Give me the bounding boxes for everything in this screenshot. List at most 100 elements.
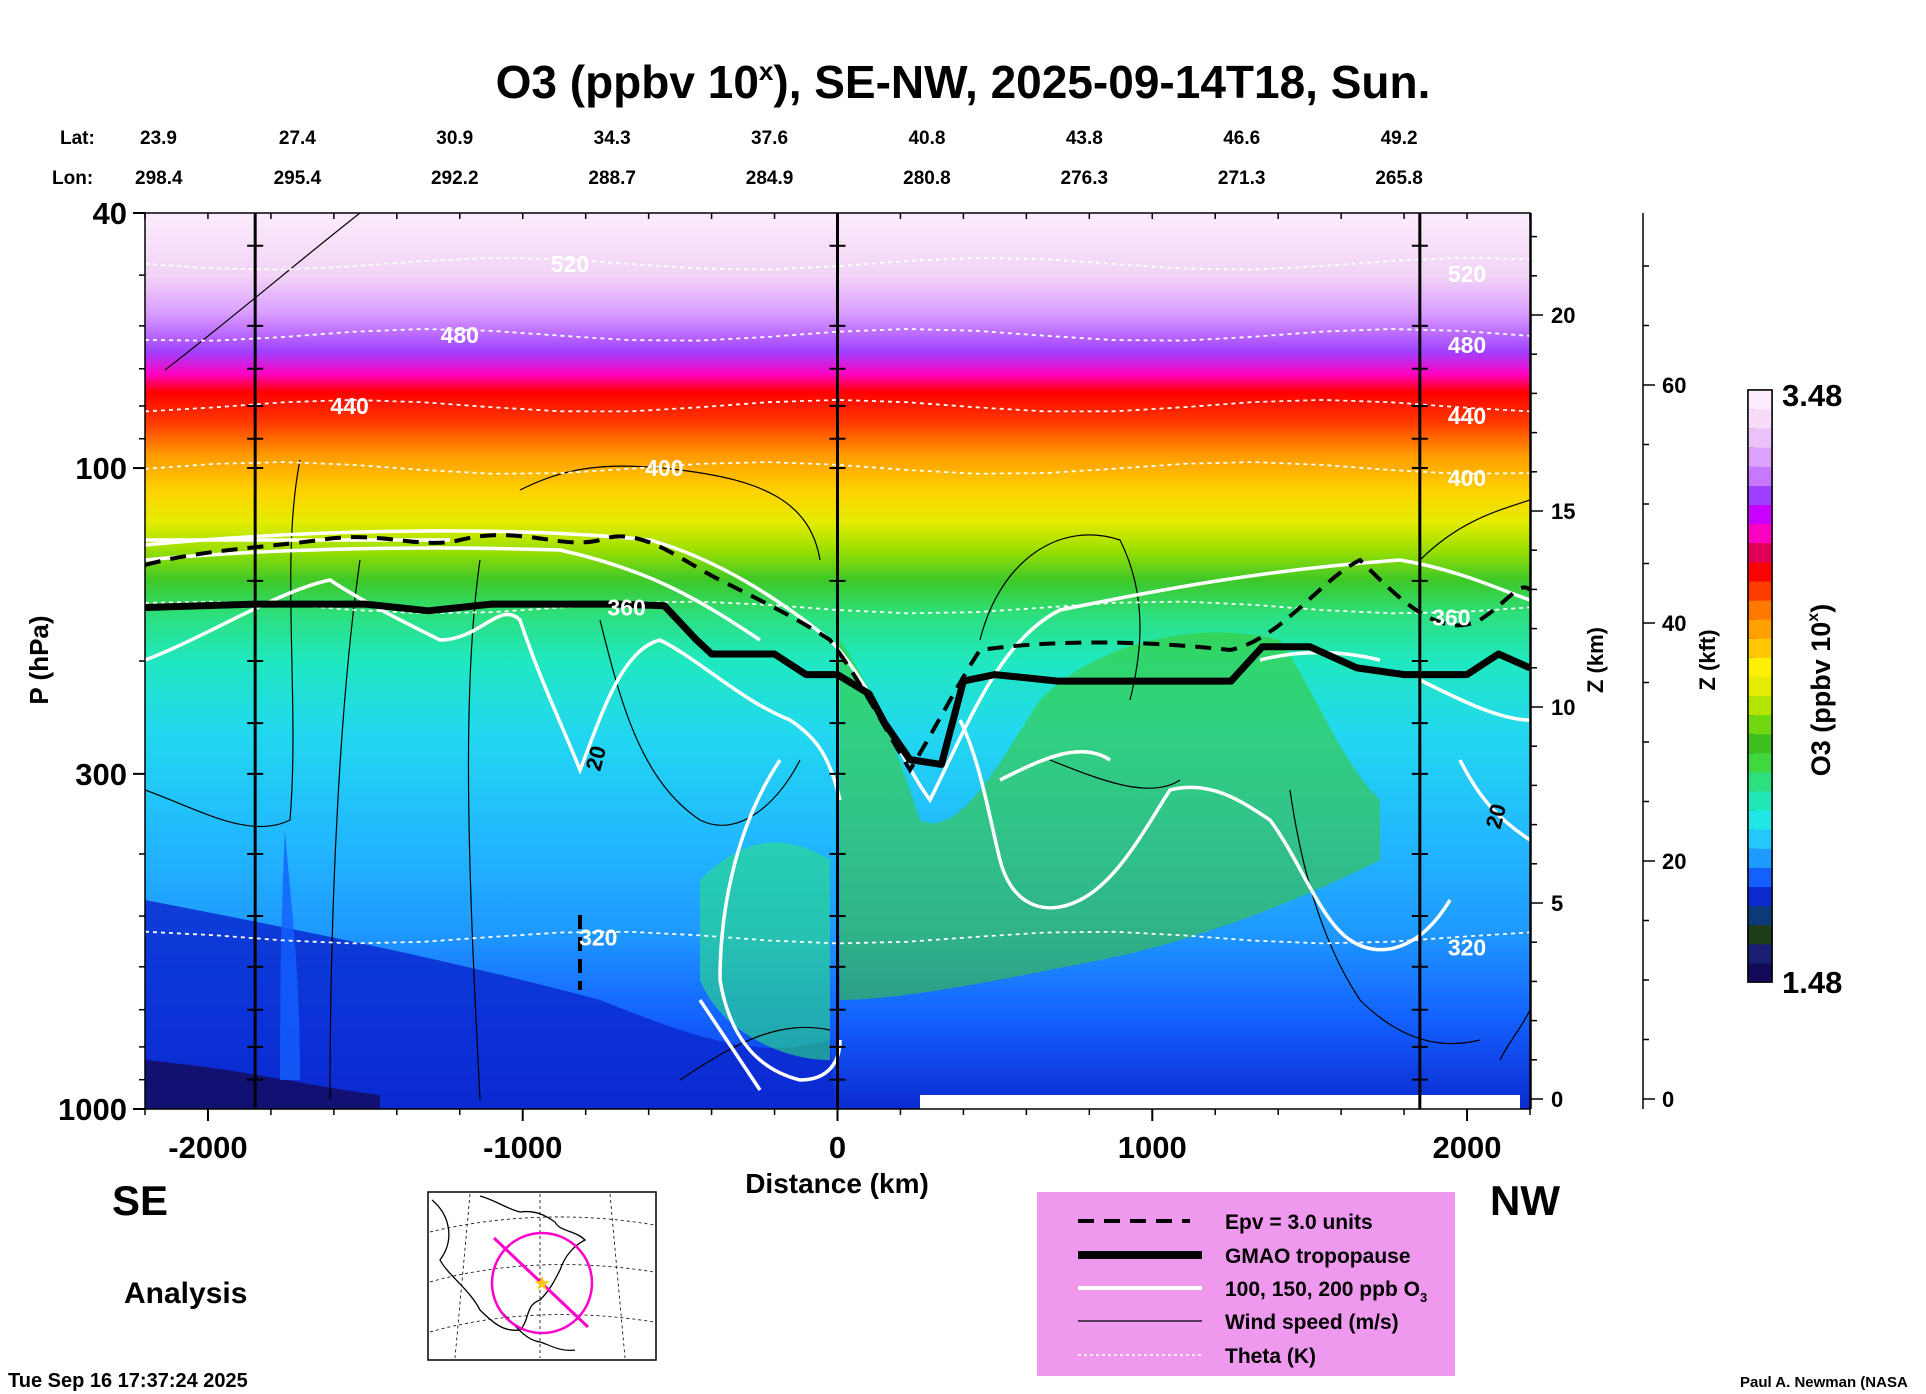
no-data-patch [920, 1095, 1520, 1109]
y-tick-label: 40 [93, 196, 127, 231]
theta-labels: 520 520 480 480 440 440 400 400 360 360 320 320 [330, 251, 1486, 961]
theta-line-320 [145, 930, 1530, 945]
theta-line-440 [145, 398, 1530, 413]
colorbar-band [1748, 943, 1772, 964]
map-center-star-icon: ★ [533, 1273, 551, 1295]
lower-intrusion [700, 842, 830, 1060]
colorbar-band [1748, 504, 1772, 525]
lon-value: 298.4 [135, 168, 183, 189]
theta-label: 400 [645, 455, 683, 481]
colorbar-band [1748, 733, 1772, 754]
legend-label-theta: Theta (K) [1225, 1345, 1316, 1368]
gmao-tropopause [145, 600, 1530, 768]
lon-value: 295.4 [274, 168, 322, 189]
colorbar-band [1748, 924, 1772, 945]
colorbar-band [1748, 542, 1772, 563]
x-tick-label: -2000 [168, 1130, 247, 1165]
legend-label-wind: Wind speed (m/s) [1225, 1311, 1399, 1334]
colorbar-band [1748, 810, 1772, 830]
pressure-axis: 1000 300 100 40 [58, 196, 145, 1127]
theta-label: 480 [1448, 332, 1486, 358]
z-km-tick-label: 0 [1551, 1087, 1563, 1112]
direction-se: SE [112, 1177, 168, 1224]
colorbar-band [1748, 485, 1772, 506]
credit: Paul A. Newman (NASA [1740, 1374, 1908, 1391]
analysis-label: Analysis [124, 1277, 247, 1310]
colorbar-band [1748, 905, 1772, 926]
colorbar-band [1748, 523, 1772, 544]
title-superscript: x [759, 56, 774, 86]
colorbar-band [1748, 848, 1772, 868]
colorbar-band [1748, 561, 1772, 582]
z-kft-tick-label: 60 [1662, 373, 1686, 398]
y-axis-label: P (hPa) [24, 615, 54, 704]
colorbar: 3.48 1.48 O3 (ppbv 10x) [1747, 378, 1842, 1000]
low-plume [280, 830, 300, 1080]
lon-value: 280.8 [903, 168, 951, 189]
colorbar-band [1748, 619, 1772, 639]
z-km-tick-label: 15 [1551, 499, 1575, 524]
z-km-tick-label: 5 [1551, 891, 1563, 916]
timestamp: Tue Sep 16 17:37:24 2025 [8, 1370, 248, 1392]
lat-value: 23.9 [140, 128, 177, 149]
lat-value: 37.6 [751, 128, 788, 149]
colorbar-title: O3 (ppbv 10x) [1805, 604, 1836, 776]
z-kft-label: Z (kft) [1695, 629, 1720, 690]
lon-value: 265.8 [1375, 168, 1423, 189]
map-section-line [492, 1236, 590, 1329]
lon-value: 288.7 [588, 168, 636, 189]
plot-area [145, 213, 1530, 1109]
colorbar-max-label: 3.48 [1782, 378, 1842, 413]
section-vertical-lines [247, 213, 1428, 1109]
y-tick-label: 1000 [58, 1092, 127, 1127]
colorbar-band [1748, 962, 1772, 983]
colorbar-band [1748, 657, 1772, 677]
colorbar-band [1748, 695, 1772, 716]
lowest-ozone-region [145, 1060, 380, 1109]
x-tick-label: -1000 [483, 1130, 562, 1165]
legend-label-ozone: 100, 150, 200 ppb O3 [1225, 1278, 1427, 1305]
colorbar-band [1748, 886, 1772, 907]
lon-label: Lon: [52, 168, 93, 189]
z-km-tick-label: 20 [1551, 303, 1575, 328]
colorbar-band [1748, 791, 1772, 811]
lat-value: 40.8 [908, 128, 945, 149]
y-tick-label: 100 [75, 451, 127, 486]
lon-value: 292.2 [431, 168, 479, 189]
wind-speed-contours [145, 213, 1530, 1101]
colorbar-band [1748, 428, 1772, 448]
colorbar-band [1748, 600, 1772, 620]
x-tick-label: 1000 [1118, 1130, 1187, 1165]
x-tick-label: 0 [829, 1130, 846, 1165]
theta-label: 400 [1448, 465, 1486, 491]
lat-value: 30.9 [436, 128, 473, 149]
colorbar-band [1748, 714, 1772, 735]
theta-label: 320 [1448, 934, 1486, 960]
x-axis-label: Distance (km) [745, 1168, 929, 1199]
x-tick-label: 2000 [1433, 1130, 1502, 1165]
legend-label-tropopause: GMAO tropopause [1225, 1245, 1411, 1268]
z-kft-tick-label: 20 [1662, 849, 1686, 874]
colorbar-min-label: 1.48 [1782, 965, 1842, 1000]
colorbar-band [1748, 771, 1772, 792]
z-kft-tick-label: 0 [1662, 1087, 1674, 1112]
colorbar-band [1748, 409, 1772, 429]
theta-label: 440 [1448, 403, 1486, 429]
lat-label: Lat: [60, 128, 95, 149]
map-range-circle [490, 1231, 594, 1335]
stratospheric-intrusion [840, 632, 1380, 1000]
y-tick-label: 300 [75, 757, 127, 792]
theta-line-400 [145, 461, 1530, 475]
lon-value: 284.9 [746, 168, 794, 189]
z-km-label: Z (km) [1583, 627, 1608, 693]
distance-axis: -2000 -1000 0 1000 2000 [144, 213, 1531, 1165]
lat-value: 43.8 [1066, 128, 1103, 149]
colorbar-outline [1747, 389, 1773, 983]
z-kft-axis: 0 20 40 60 [1643, 265, 1686, 1112]
chart-title: O3 (ppbv 10x), SE-NW, 2025-09-14T18, Sun… [496, 56, 1431, 108]
z-km-axis: 0 5 10 15 20 [1531, 235, 1575, 1112]
lat-value: 46.6 [1223, 128, 1260, 149]
lat-value: 34.3 [594, 128, 631, 149]
z-km-tick-label: 10 [1551, 695, 1575, 720]
